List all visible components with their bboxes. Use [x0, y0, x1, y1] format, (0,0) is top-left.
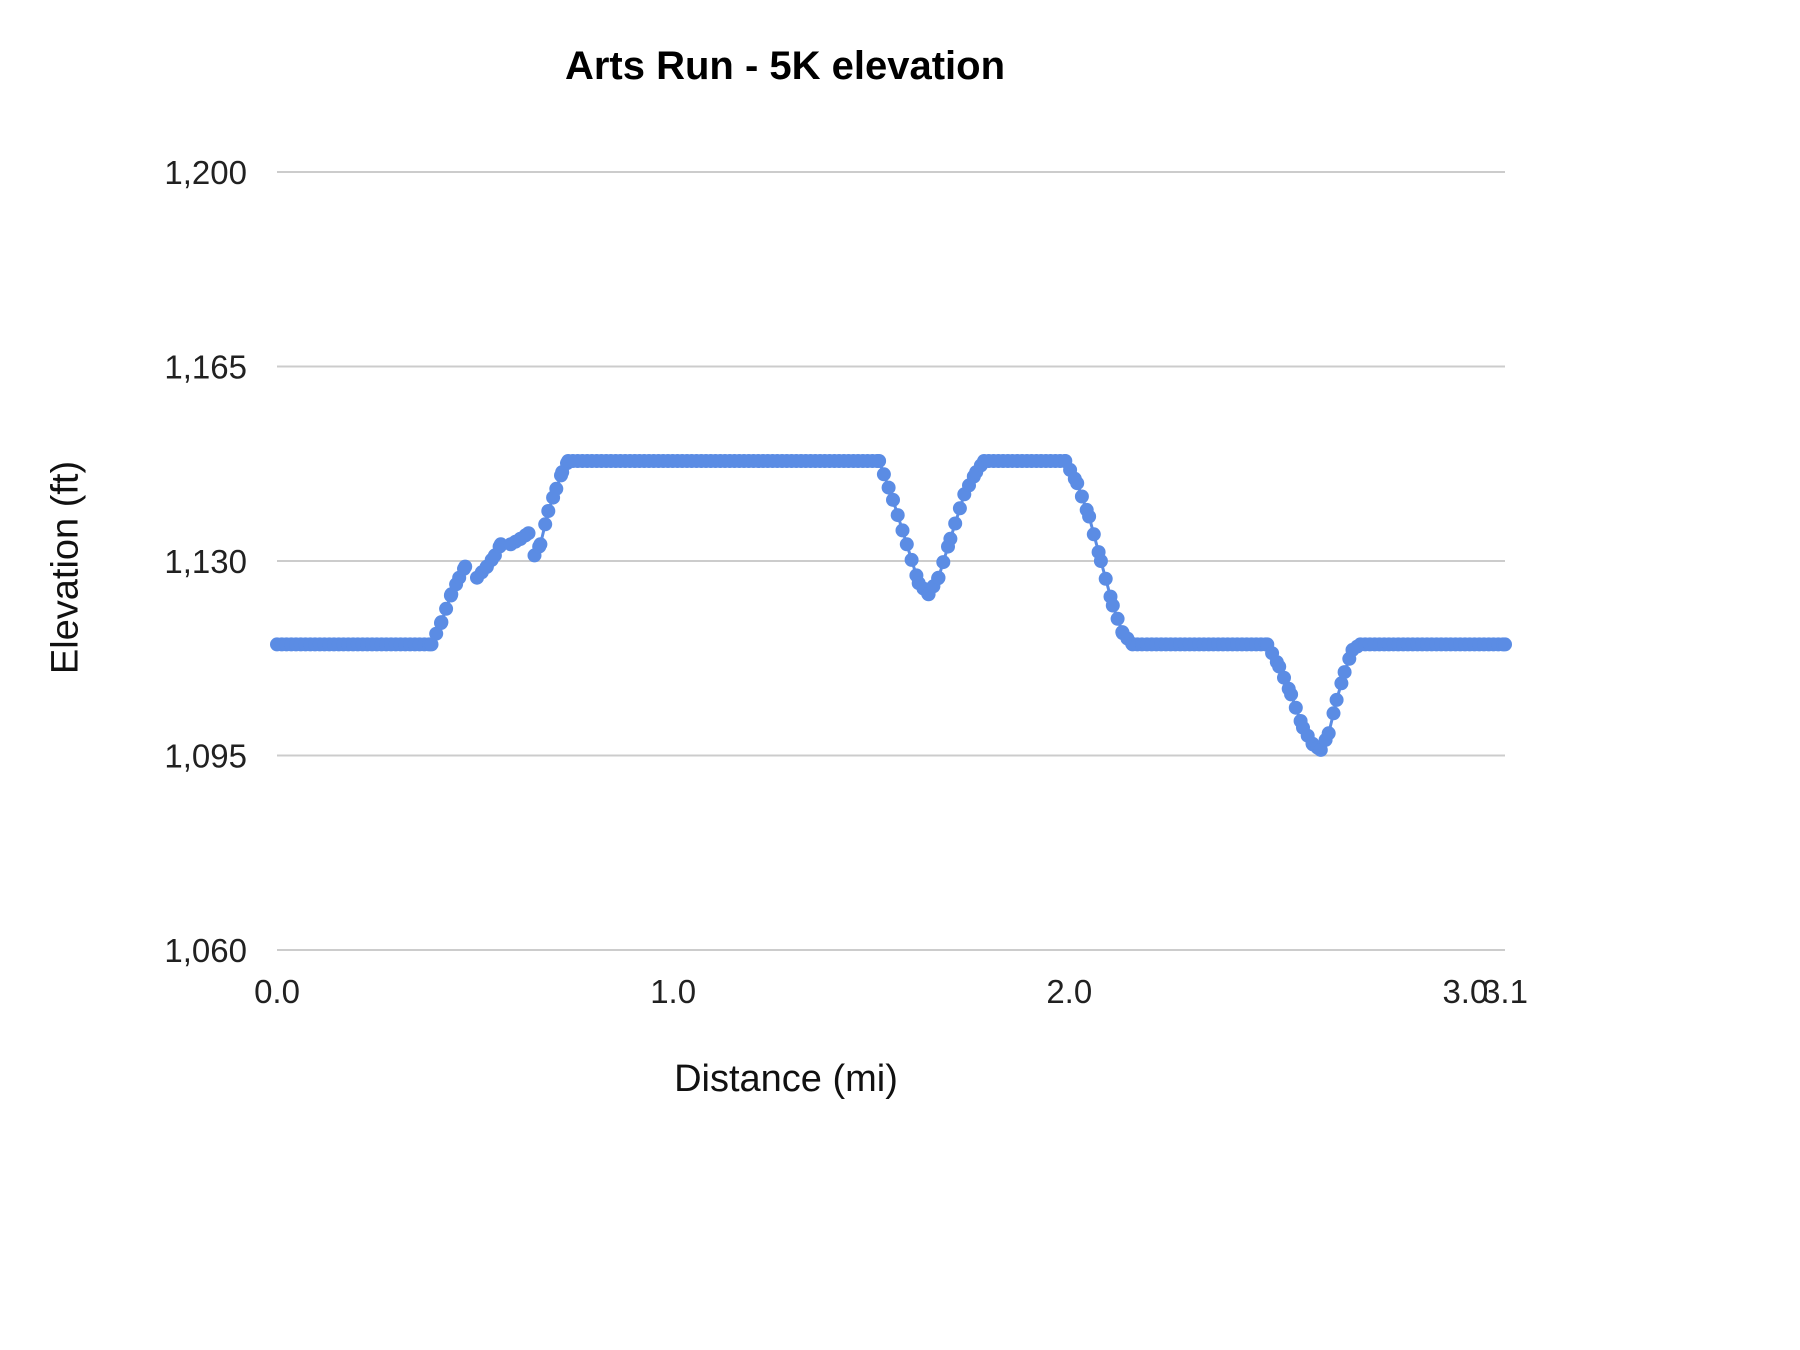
data-point [1277, 670, 1291, 685]
data-point [943, 531, 958, 546]
data-point [549, 481, 564, 496]
data-point [952, 501, 967, 516]
data-point [890, 508, 905, 523]
data-point [1093, 554, 1108, 568]
data-point [424, 637, 439, 652]
data-point [493, 537, 508, 552]
data-point [429, 626, 444, 641]
data-point [1329, 692, 1344, 707]
x-tick-label: 2.0 [1046, 973, 1092, 1010]
data-point [881, 480, 896, 495]
data-point [533, 537, 548, 552]
data-point [1110, 611, 1125, 626]
data-point [521, 526, 536, 541]
data-point [876, 467, 891, 482]
data-point [1086, 527, 1101, 542]
data-point [434, 615, 449, 630]
x-tick-label: 3.1 [1482, 973, 1528, 1010]
data-point [872, 454, 887, 468]
y-tick-label: 1,200 [164, 154, 247, 191]
y-tick-label: 1,130 [164, 543, 247, 580]
data-point [538, 517, 553, 532]
data-point [1321, 726, 1336, 741]
data-point [904, 552, 919, 567]
data-point [1070, 476, 1085, 491]
data-point [948, 516, 963, 531]
data-point [1334, 676, 1349, 691]
data-point [899, 537, 914, 552]
x-tick-label: 3.0 [1442, 973, 1488, 1010]
elevation-line [533, 459, 1505, 753]
x-tick-label: 0.0 [254, 973, 300, 1010]
y-tick-label: 1,165 [164, 349, 247, 386]
data-point [1082, 509, 1097, 524]
data-point [886, 492, 900, 507]
data-point [1337, 665, 1352, 680]
data-point [936, 555, 951, 570]
data-point [1284, 687, 1299, 702]
data-point [1105, 598, 1120, 613]
data-point [1288, 700, 1303, 715]
data-point [458, 559, 473, 574]
data-point [439, 601, 454, 616]
data-point [541, 504, 556, 518]
data-point [1272, 659, 1287, 674]
chart-title: Arts Run - 5K elevation [564, 44, 1006, 88]
data-point [1098, 571, 1113, 586]
x-tick-label: 1.0 [650, 973, 696, 1010]
y-tick-label: 1,095 [164, 738, 247, 775]
data-point [895, 523, 910, 538]
data-point [1498, 637, 1512, 652]
data-point [931, 570, 946, 585]
y-tick-label: 1,060 [164, 932, 247, 969]
data-point [1074, 489, 1089, 504]
data-point [1326, 706, 1341, 721]
x-axis-label: Distance (mi) [674, 1058, 898, 1100]
